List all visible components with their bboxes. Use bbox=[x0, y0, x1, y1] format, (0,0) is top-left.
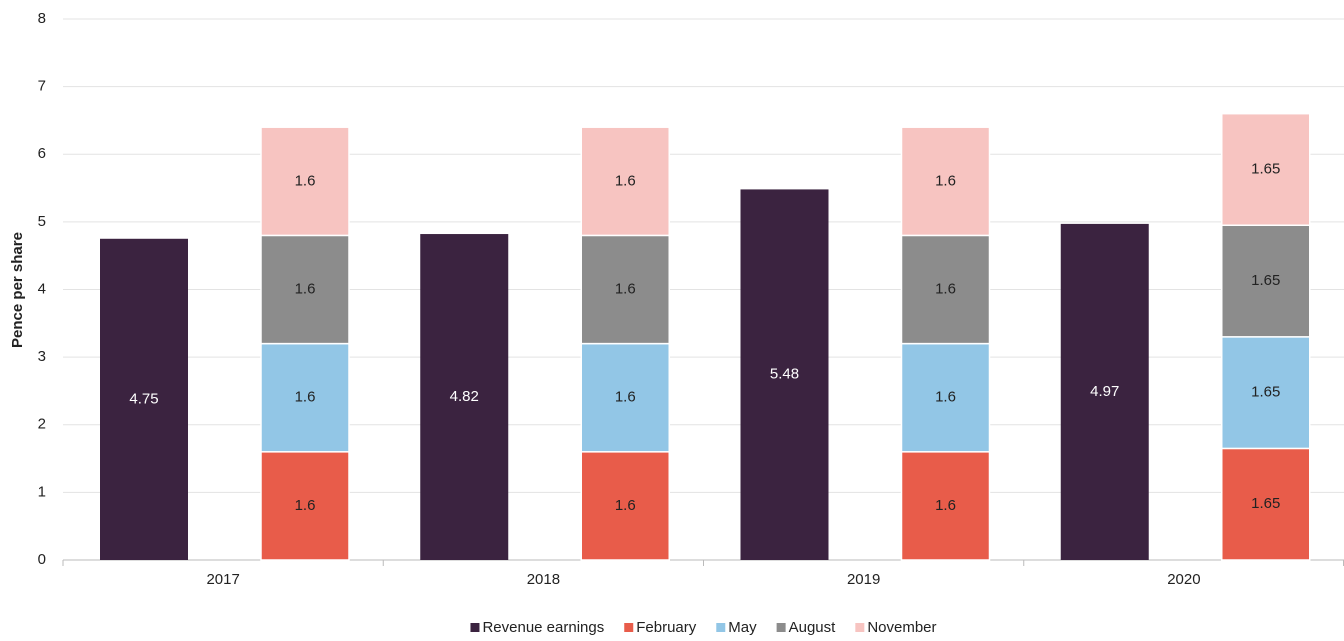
data-label: 1.6 bbox=[935, 389, 956, 406]
data-label: 1.6 bbox=[615, 172, 636, 189]
bar bbox=[580, 234, 670, 345]
data-label: 4.75 bbox=[129, 390, 158, 407]
legend-swatch bbox=[716, 623, 726, 632]
legend-swatch bbox=[776, 623, 786, 632]
data-label: 1.6 bbox=[935, 497, 956, 514]
legend-label: Revenue earnings bbox=[482, 619, 604, 636]
data-label: 1.6 bbox=[295, 497, 316, 514]
data-label: 1.65 bbox=[1251, 272, 1280, 289]
data-label: 1.6 bbox=[615, 389, 636, 406]
x-tick-label: 2017 bbox=[206, 571, 239, 588]
y-axis-label: Pence per share bbox=[9, 232, 26, 348]
legend-label: February bbox=[636, 619, 697, 636]
bar bbox=[580, 451, 670, 561]
y-tick-label: 5 bbox=[38, 213, 46, 230]
y-tick-label: 0 bbox=[38, 551, 46, 568]
data-label: 4.97 bbox=[1090, 383, 1119, 400]
y-tick-label: 8 bbox=[38, 10, 46, 27]
data-label: 1.65 bbox=[1251, 160, 1280, 177]
data-label: 1.6 bbox=[935, 172, 956, 189]
data-label: 1.65 bbox=[1251, 384, 1280, 401]
bar bbox=[100, 238, 188, 560]
bar bbox=[900, 342, 991, 453]
bar bbox=[420, 234, 509, 561]
x-tick-label: 2018 bbox=[527, 571, 560, 588]
data-label: 1.6 bbox=[935, 280, 956, 297]
legend-label: November bbox=[867, 619, 936, 636]
x-tick-label: 2020 bbox=[1167, 571, 1200, 588]
y-tick-label: 1 bbox=[38, 483, 46, 500]
data-label: 4.82 bbox=[450, 388, 479, 405]
legend-swatch bbox=[855, 623, 865, 632]
y-tick-label: 7 bbox=[38, 78, 46, 95]
bar bbox=[580, 126, 670, 237]
bar bbox=[580, 342, 670, 453]
x-tick-label: 2019 bbox=[847, 571, 880, 588]
bar bbox=[900, 126, 991, 237]
bar bbox=[740, 189, 829, 561]
legend-label: May bbox=[728, 619, 757, 636]
legend-swatch bbox=[624, 623, 634, 632]
legend-swatch bbox=[470, 623, 480, 632]
y-tick-label: 3 bbox=[38, 348, 46, 365]
data-label: 1.6 bbox=[615, 497, 636, 514]
data-label: 1.6 bbox=[295, 389, 316, 406]
data-label: 5.48 bbox=[770, 366, 799, 383]
legend-label: August bbox=[789, 619, 837, 636]
data-label: 1.6 bbox=[295, 172, 316, 189]
bar bbox=[1221, 224, 1311, 338]
y-tick-label: 2 bbox=[38, 416, 46, 433]
y-tick-label: 6 bbox=[38, 145, 46, 162]
bar bbox=[1221, 112, 1311, 227]
bar bbox=[1221, 336, 1311, 450]
bar bbox=[900, 451, 991, 561]
data-label: 1.6 bbox=[295, 280, 316, 297]
bar bbox=[1060, 223, 1149, 560]
data-label: 1.6 bbox=[615, 280, 636, 297]
y-tick-label: 4 bbox=[38, 280, 46, 297]
bar bbox=[1221, 447, 1311, 561]
bar bbox=[260, 126, 350, 237]
data-label: 1.65 bbox=[1251, 495, 1280, 512]
